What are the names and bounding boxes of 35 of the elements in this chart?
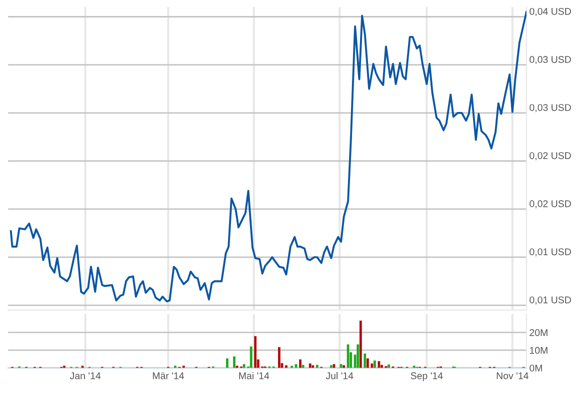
y-tick-label: 10M — [530, 346, 548, 354]
bar — [285, 365, 288, 368]
bar — [299, 359, 302, 368]
bar — [250, 346, 252, 368]
y-tick-label: 0,04 USD — [530, 8, 571, 16]
bar — [254, 336, 257, 368]
bar — [330, 365, 332, 368]
x-tick-label: Nov '14 — [496, 372, 528, 380]
bar — [374, 360, 376, 368]
bar — [356, 344, 360, 368]
bar — [342, 365, 346, 368]
y-tick-label: 20M — [530, 329, 548, 336]
y-tick-label: 0,01 USD — [530, 248, 571, 256]
y-tick-label: 0,02 USD — [530, 200, 571, 208]
bar — [278, 347, 280, 368]
bar — [308, 363, 312, 368]
x-tick-label: Mär '14 — [152, 372, 184, 380]
bar — [388, 364, 390, 368]
bar — [312, 365, 314, 368]
bar — [242, 364, 246, 368]
bar — [226, 358, 228, 368]
bar — [359, 320, 362, 368]
x-tick-label: Jul '14 — [326, 372, 354, 380]
y-tick-label: 0,03 USD — [530, 56, 571, 64]
y-tick-label: 0,03 USD — [530, 104, 571, 112]
x-tick-label: Mai '14 — [239, 372, 270, 380]
bar — [294, 364, 298, 368]
x-tick-label: Jan '14 — [70, 372, 101, 380]
y-tick-label: 0,01 USD — [530, 296, 571, 304]
x-tick-label: Sep '14 — [410, 372, 443, 382]
bar — [233, 356, 236, 368]
y-tick-label: 0,02 USD — [530, 152, 571, 160]
bar — [366, 358, 369, 368]
y-tick-label: 0M — [530, 364, 542, 372]
bar — [364, 354, 366, 368]
